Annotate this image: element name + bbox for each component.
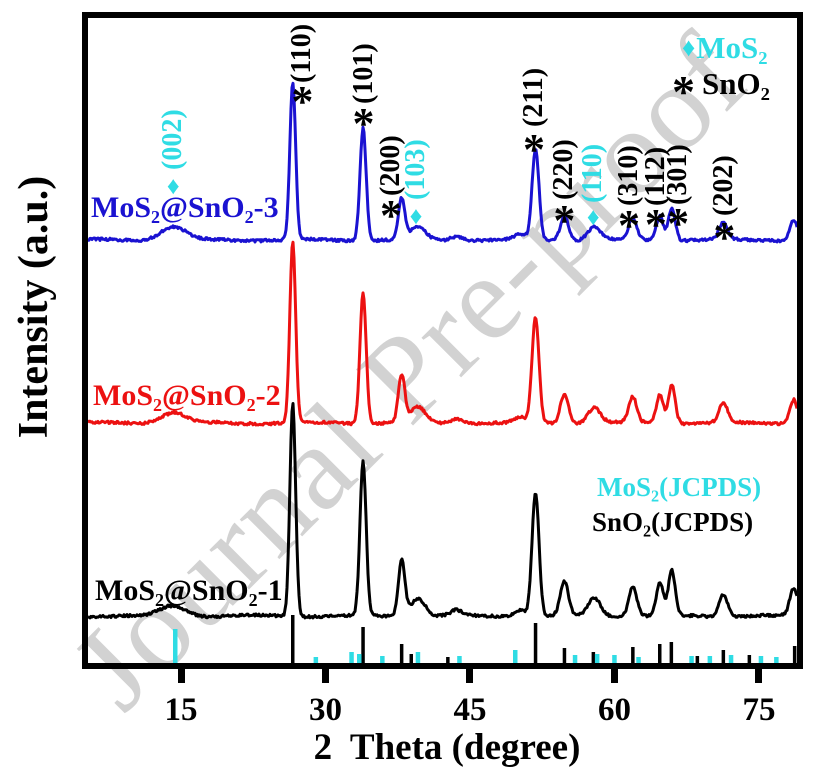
- jcpds-sticks-sno2: [291, 615, 797, 663]
- jcpds-stick: [636, 657, 641, 663]
- peak-label-211: (211): [518, 67, 550, 127]
- asterisk-icon: *: [617, 201, 640, 250]
- x-tick: [177, 669, 185, 683]
- legend-label-sno2: SnO₂: [702, 66, 770, 101]
- x-tick-label: 15: [164, 692, 198, 728]
- x-tick: [755, 669, 763, 683]
- x-tick-label: 45: [453, 692, 487, 728]
- jcpds-stick: [774, 657, 779, 663]
- jcpds-stick: [409, 654, 413, 663]
- diamond-icon: ♦: [682, 33, 696, 62]
- peak-label-110: (110): [577, 143, 609, 203]
- peak-label-110: (110): [286, 23, 318, 83]
- x-tick-label: 30: [308, 692, 342, 728]
- jcpds-stick: [415, 652, 421, 663]
- jcpds-stick: [562, 648, 567, 663]
- x-tick: [466, 669, 474, 683]
- peak-label-101: (101): [347, 43, 379, 104]
- jcpds-stick: [361, 627, 365, 663]
- asterisk-icon: *: [644, 200, 667, 249]
- asterisk-icon: *: [352, 99, 375, 148]
- legend-item-sno2: * SnO₂: [672, 66, 770, 117]
- jcpds-stick: [658, 644, 662, 663]
- peak-label-220: (220): [548, 139, 580, 200]
- asterisk-icon: *: [667, 199, 690, 248]
- plot-frame: [82, 12, 803, 669]
- x-axis-title: 2 Theta (degree): [313, 727, 581, 768]
- jcpds-sno2-label: SnO₂(JCPDS): [592, 507, 754, 537]
- peak-label-301: (301): [662, 144, 694, 205]
- jcpds-stick: [612, 655, 617, 663]
- jcpds-stick: [357, 654, 362, 663]
- xrd-curve-mos-sno-1: [87, 402, 799, 620]
- legend-label-mos2: MoS₂: [696, 30, 768, 65]
- jcpds-stick: [728, 655, 734, 663]
- jcpds-stick: [457, 656, 462, 663]
- jcpds-stick: [707, 656, 713, 663]
- diamond-icon: ♦: [166, 173, 180, 200]
- jcpds-stick: [513, 650, 518, 663]
- x-tick: [321, 669, 329, 683]
- peak-label-002: (002): [157, 109, 189, 170]
- series-label-mos2-sno2-2: MoS₂@SnO₂-2: [93, 379, 281, 412]
- jcpds-stick: [792, 646, 797, 663]
- jcpds-stick: [631, 647, 635, 663]
- x-tick-label: 75: [742, 692, 776, 728]
- asterisk-icon: *: [291, 77, 314, 126]
- jcpds-stick: [747, 655, 752, 663]
- jcpds-stick: [446, 657, 450, 663]
- jcpds-stick: [380, 656, 385, 663]
- jcpds-stick: [533, 623, 538, 663]
- jcpds-stick: [572, 655, 578, 663]
- jcpds-stick: [721, 650, 726, 663]
- plot-area: [86, 81, 799, 663]
- peak-label-103: (103): [400, 139, 432, 200]
- jcpds-stick: [758, 656, 764, 663]
- asterisk-icon: *: [713, 213, 736, 262]
- x-tick-label: 60: [597, 692, 631, 728]
- jcpds-mos2-label: MoS₂(JCPDS): [597, 472, 762, 502]
- peak-label-202: (202): [708, 155, 740, 216]
- diamond-icon: ♦: [409, 203, 423, 230]
- jcpds-stick: [291, 615, 295, 663]
- series-label-mos2-sno2-1: MoS₂@SnO₂-1: [95, 574, 283, 607]
- jcpds-stick: [594, 654, 600, 663]
- y-axis-title: Intensity (a.u.): [11, 175, 57, 439]
- jcpds-stick: [669, 642, 674, 663]
- jcpds-stick: [689, 656, 694, 663]
- diamond-icon: ♦: [586, 204, 600, 231]
- asterisk-icon: *: [523, 125, 546, 174]
- jcpds-stick: [349, 652, 354, 663]
- jcpds-stick: [313, 657, 319, 663]
- x-tick: [610, 669, 618, 683]
- jcpds-stick: [399, 644, 404, 663]
- jcpds-sticks-mos2: [173, 629, 779, 663]
- xrd-curve-mos-sno-2: [86, 240, 799, 427]
- series-label-mos2-sno2-3: MoS₂@SnO₂-3: [91, 191, 279, 224]
- asterisk-icon: *: [553, 196, 576, 245]
- legend-item-mos2: ♦ MoS₂: [682, 30, 768, 66]
- asterisk-icon: *: [380, 191, 402, 240]
- jcpds-stick: [591, 652, 596, 663]
- jcpds-stick: [173, 629, 178, 663]
- xrd-curve-mos-sno-3: [87, 81, 799, 244]
- jcpds-stick: [695, 656, 700, 663]
